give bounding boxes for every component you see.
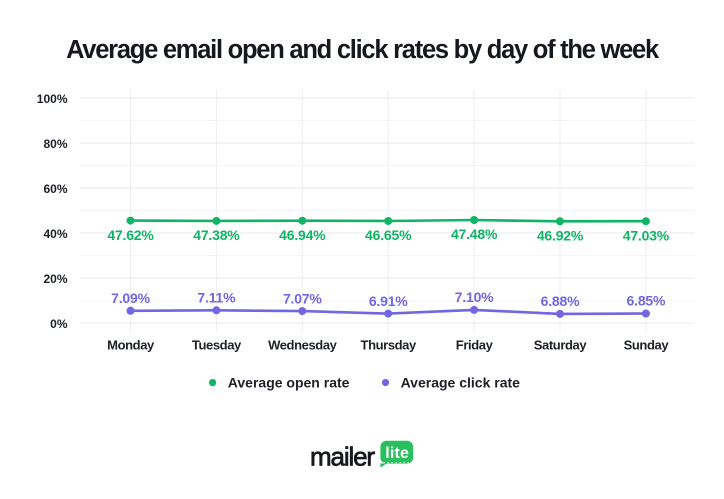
svg-text:46.94%: 46.94% <box>279 227 326 243</box>
svg-text:Thursday: Thursday <box>361 338 417 353</box>
svg-text:47.03%: 47.03% <box>623 227 670 243</box>
svg-text:7.10%: 7.10% <box>455 289 494 305</box>
svg-text:100%: 100% <box>37 92 68 106</box>
svg-text:Average click rate: Average click rate <box>401 374 521 390</box>
svg-text:Monday: Monday <box>107 338 155 353</box>
svg-text:46.65%: 46.65% <box>365 227 412 243</box>
svg-text:Average open rate: Average open rate <box>228 374 350 390</box>
svg-text:47.62%: 47.62% <box>107 227 154 243</box>
svg-text:Tuesday: Tuesday <box>192 338 242 353</box>
svg-text:60%: 60% <box>43 182 67 196</box>
svg-text:mailer: mailer <box>310 441 375 471</box>
svg-text:7.09%: 7.09% <box>111 290 150 306</box>
svg-text:40%: 40% <box>43 227 67 241</box>
svg-text:0%: 0% <box>50 317 68 331</box>
svg-text:6.91%: 6.91% <box>369 293 408 309</box>
svg-text:7.07%: 7.07% <box>283 290 322 306</box>
svg-text:Saturday: Saturday <box>534 338 588 353</box>
svg-text:Sunday: Sunday <box>624 338 670 353</box>
svg-text:46.92%: 46.92% <box>537 228 584 244</box>
svg-text:lite: lite <box>385 445 409 462</box>
svg-text:47.48%: 47.48% <box>451 226 498 242</box>
svg-text:6.88%: 6.88% <box>541 293 580 309</box>
svg-text:6.85%: 6.85% <box>627 293 666 309</box>
svg-text:Friday: Friday <box>456 338 494 353</box>
svg-text:7.11%: 7.11% <box>197 290 236 306</box>
svg-text:Wednesday: Wednesday <box>268 338 338 353</box>
svg-text:20%: 20% <box>43 272 67 286</box>
svg-text:80%: 80% <box>43 137 67 151</box>
svg-text:47.38%: 47.38% <box>193 227 240 243</box>
svg-text:Average email open and click r: Average email open and click rates by da… <box>66 36 660 64</box>
